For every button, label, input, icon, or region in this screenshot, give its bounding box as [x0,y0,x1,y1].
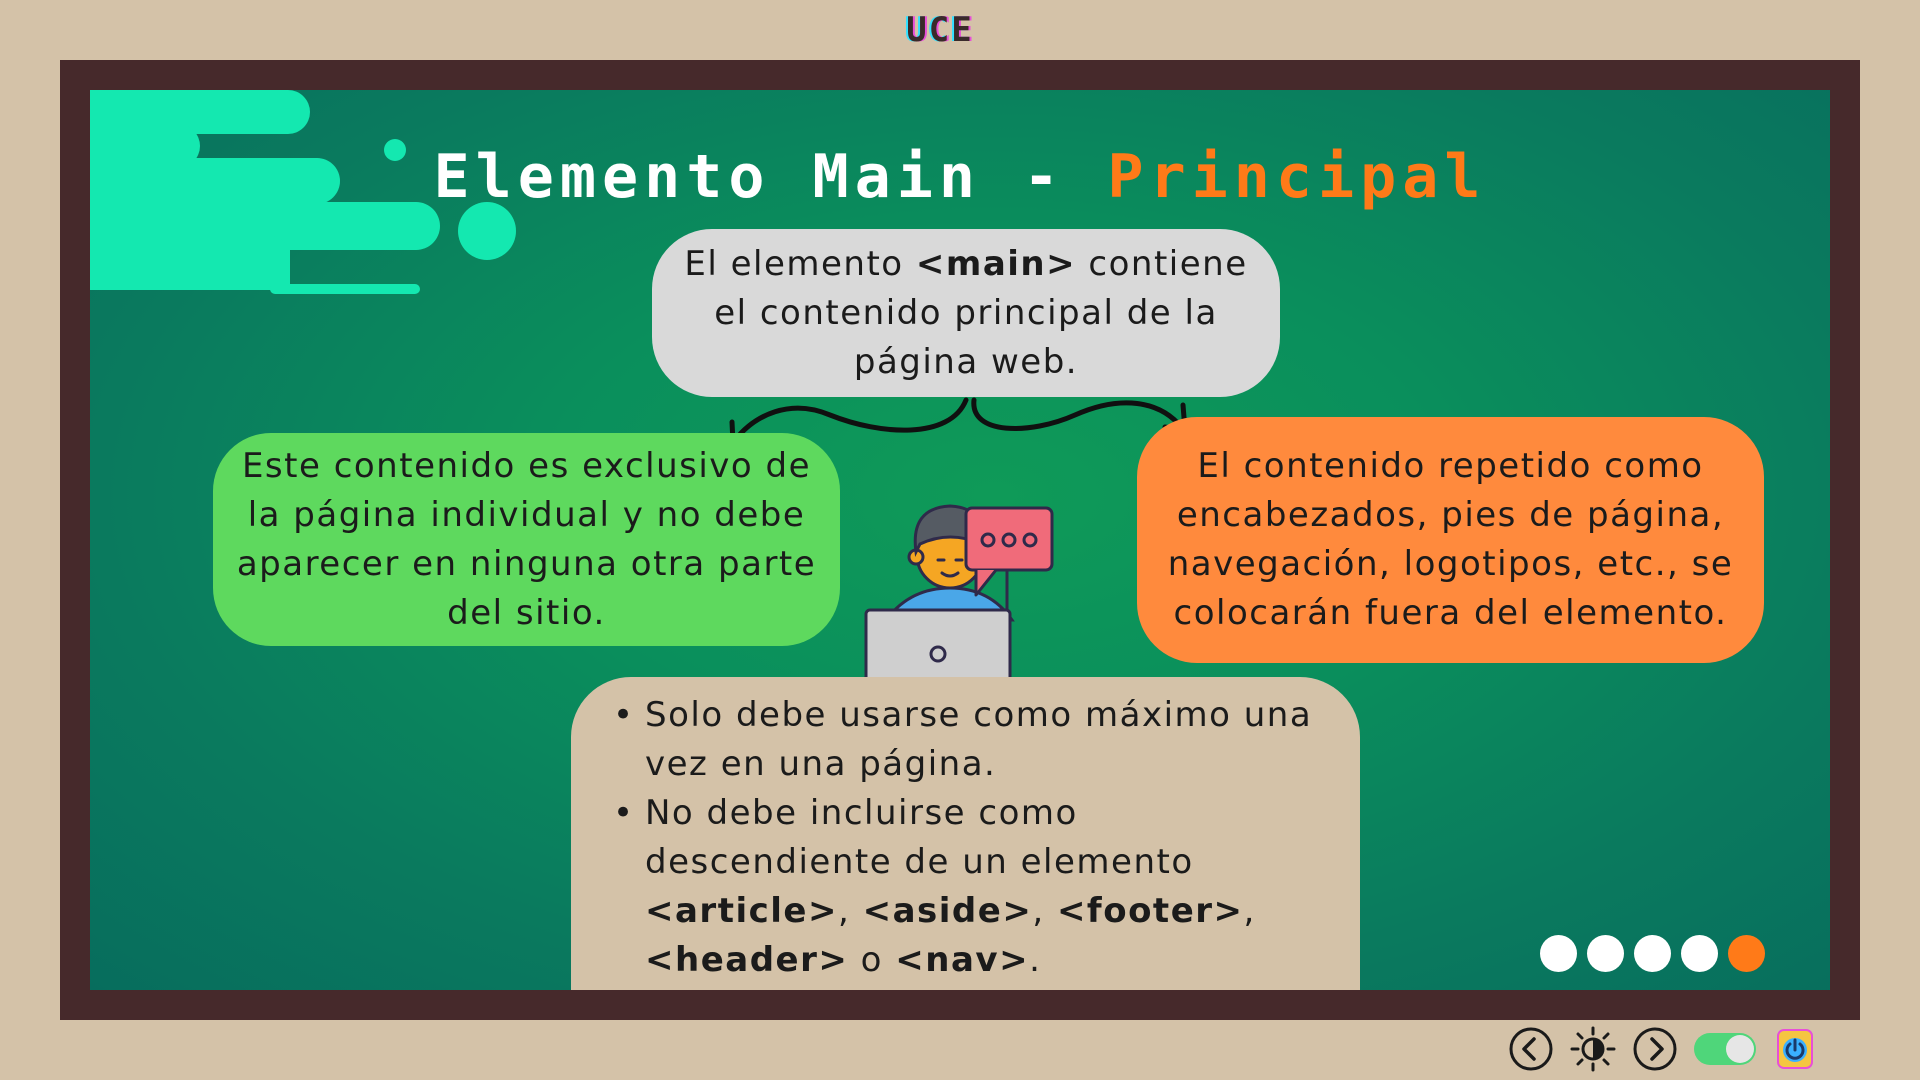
slide-board: Elemento Main - Principal El elemento <m… [90,90,1830,990]
slide-title: Elemento Main - Principal [90,142,1830,212]
repeated-content-bubble: El contenido repetido como encabezados, … [1137,417,1764,663]
pagination-dot-current[interactable] [1728,935,1765,972]
exclusive-content-bubble: Este contenido es exclusivo de la página… [213,433,840,646]
pagination-dot[interactable] [1634,935,1671,972]
power-icon [1777,1029,1813,1069]
chevron-right-icon [1633,1027,1677,1071]
title-main: Elemento Main - [433,142,1108,212]
list-item: No debe incluirse como descendiente de u… [613,789,1330,985]
mode-toggle[interactable] [1694,1033,1756,1065]
next-slide-button[interactable] [1632,1026,1678,1072]
main-definition-text: El elemento <main> contiene el contenido… [684,243,1248,382]
prev-slide-button[interactable] [1508,1026,1554,1072]
slide-pagination [1540,935,1765,972]
power-button[interactable] [1772,1026,1818,1072]
slide-controls [1508,1026,1818,1072]
toggle-knob [1726,1035,1754,1063]
theme-button[interactable] [1570,1026,1616,1072]
main-definition-bubble: El elemento <main> contiene el contenido… [652,229,1280,397]
pagination-dot[interactable] [1587,935,1624,972]
decorative-stripes [90,90,516,294]
usage-rules-bubble: Solo debe usarse como máximo una vez en … [571,677,1360,990]
pagination-dot[interactable] [1681,935,1718,972]
brightness-icon [1570,1026,1616,1072]
developer-illustration-icon [853,504,1054,710]
exclusive-content-text: Este contenido es exclusivo de la página… [236,445,817,633]
title-accent: Principal [1107,142,1487,212]
pagination-dot[interactable] [1540,935,1577,972]
repeated-content-text: El contenido repetido como encabezados, … [1167,446,1734,633]
chevron-left-icon [1509,1027,1553,1071]
usage-rules-list: Solo debe usarse como máximo una vez en … [613,691,1330,985]
uce-logo: UCE [906,10,974,50]
list-item: Solo debe usarse como máximo una vez en … [613,691,1330,789]
